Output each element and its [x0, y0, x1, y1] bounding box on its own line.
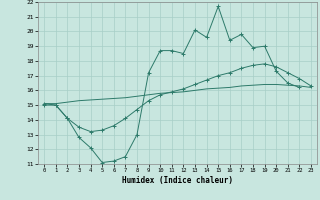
X-axis label: Humidex (Indice chaleur): Humidex (Indice chaleur): [122, 176, 233, 185]
